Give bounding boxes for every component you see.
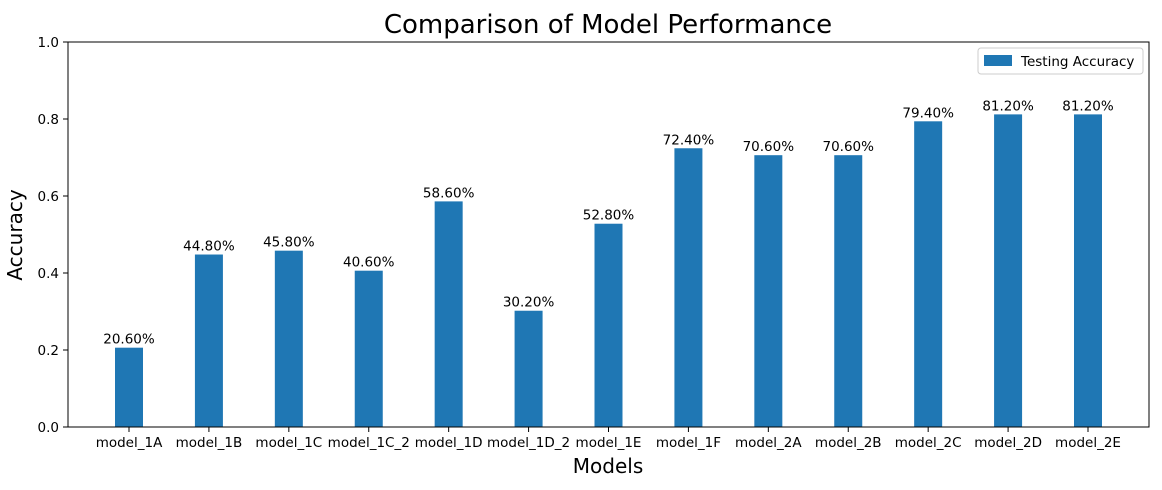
x-tick-label: model_2C xyxy=(895,435,962,451)
x-tick-label: model_1D xyxy=(415,435,483,451)
y-tick-label: 0.8 xyxy=(38,112,59,128)
bar-value-label: 40.60% xyxy=(343,255,395,271)
bar-model_1D_2 xyxy=(514,310,543,427)
bar-value-label: 70.60% xyxy=(743,139,795,155)
bar-value-label: 52.80% xyxy=(583,208,635,224)
bar-value-label: 72.40% xyxy=(663,132,715,148)
x-tick-label: model_2D xyxy=(974,435,1042,451)
chart-title: Comparison of Model Performance xyxy=(384,10,832,40)
bar-model_1C xyxy=(274,250,303,427)
bar-model_1F xyxy=(674,148,703,427)
x-axis-label: Models xyxy=(573,454,643,478)
legend-label: Testing Accuracy xyxy=(1020,54,1134,70)
x-tick-label: model_1D_2 xyxy=(487,435,570,451)
bar-model_2A xyxy=(754,155,783,427)
bar-model_1A xyxy=(115,347,143,427)
x-tick-label: model_1E xyxy=(576,435,642,451)
y-tick-label: 0.4 xyxy=(38,266,59,282)
legend: Testing Accuracy xyxy=(977,47,1144,75)
plot-frame xyxy=(67,41,1150,428)
data-labels: 20.60% 44.80% 45.80% 40.60% 58.60% 30.20% 52.8… xyxy=(103,98,1114,347)
bar-value-label: 70.60% xyxy=(823,139,875,155)
legend-box xyxy=(977,47,1144,75)
x-tick-label: model_1C_2 xyxy=(328,435,410,451)
y-tick-label: 0.2 xyxy=(38,343,59,359)
x-tick-label: model_1B xyxy=(176,435,243,451)
bar-model_1E xyxy=(594,223,623,427)
bars xyxy=(115,114,1102,427)
bar-model_1C_2 xyxy=(354,270,383,427)
legend-swatch xyxy=(984,55,1012,66)
bar-value-label: 45.80% xyxy=(263,235,315,251)
bar-model_2C xyxy=(914,121,943,427)
bar-model_2B xyxy=(834,155,863,427)
bar-value-label: 79.40% xyxy=(902,105,954,121)
y-axis-label: Accuracy xyxy=(3,189,27,280)
y-tick-label: 0.0 xyxy=(38,420,59,436)
bar-value-label: 44.80% xyxy=(183,239,235,255)
bar-model_1B xyxy=(194,254,223,427)
x-tick-label: model_1C xyxy=(255,435,322,451)
x-tick-label: model_1A xyxy=(96,435,163,451)
bar-model_2E xyxy=(1074,114,1102,427)
bar-model_2D xyxy=(994,114,1023,427)
y-tick-label: 1.0 xyxy=(38,35,59,51)
axes: 0.0 0.2 0.4 0.6 0.8 1.0 model_1A model_1B model_… xyxy=(38,35,1121,451)
bar-value-label: 58.60% xyxy=(423,185,475,201)
x-tick-label: model_2B xyxy=(815,435,882,451)
bar-value-label: 81.20% xyxy=(1062,98,1114,114)
x-tick-label: model_2A xyxy=(735,435,802,451)
bar-model_1D xyxy=(434,201,463,427)
bar-value-label: 20.60% xyxy=(103,332,155,348)
bar-value-label: 30.20% xyxy=(503,295,555,311)
bar-value-label: 81.20% xyxy=(982,98,1034,114)
y-tick-label: 0.6 xyxy=(38,189,59,205)
x-tick-label: model_2E xyxy=(1055,435,1121,451)
x-tick-label: model_1F xyxy=(656,435,721,451)
